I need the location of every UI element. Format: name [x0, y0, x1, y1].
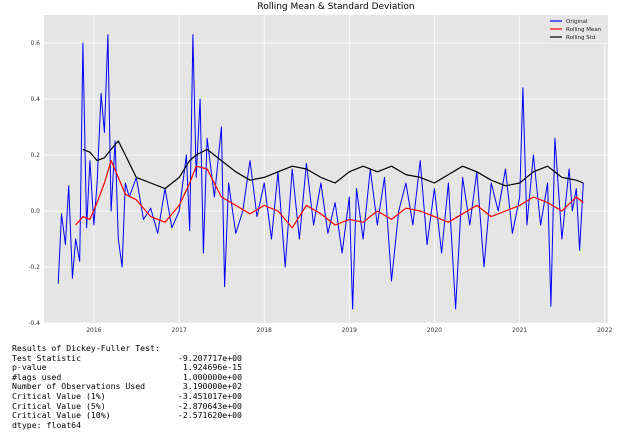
series-rolling-mean-line — [75, 160, 584, 229]
stat-row: Number of Observations Used 3.190000e+02 — [12, 382, 242, 392]
stat-label: Critical Value (1%) — [12, 390, 106, 401]
stat-label: Test Statistic — [12, 352, 82, 363]
stat-value: -2.571620e+00 — [177, 410, 242, 421]
stat-row: Critical Value (10%) -2.571620e+00 — [12, 411, 242, 421]
grid-lines — [44, 15, 608, 324]
chart-title: Rolling Mean & Standard Deviation — [257, 2, 414, 12]
plot-area — [44, 15, 608, 323]
y-tick-label: -0.4 — [28, 320, 40, 327]
y-tick-label: 0.6 — [30, 40, 40, 47]
legend-label: Rolling Mean — [566, 27, 602, 33]
series-layer — [57, 34, 584, 310]
series-rolling-std-line — [82, 140, 584, 190]
stat-value: 3.190000e+02 — [182, 381, 242, 392]
stat-value: -2.870643e+00 — [177, 400, 242, 411]
stats-header: Results of Dickey-Fuller Test: — [12, 343, 160, 353]
series-original-line — [57, 34, 584, 310]
y-tick-label: -0.2 — [28, 264, 40, 271]
y-tick-label: 0.2 — [30, 152, 40, 159]
stat-row: Critical Value (1%) -3.451017e+00 — [12, 390, 242, 402]
y-tick-label: 0.4 — [30, 96, 40, 103]
legend-label: Original — [566, 19, 588, 25]
legend: Original Rolling Mean Rolling Std — [546, 15, 608, 43]
stat-row: p-value 1.924696e-15 — [12, 363, 242, 373]
stat-value: -9.207717e+00 — [177, 352, 242, 363]
y-tick-label: 0.0 — [30, 208, 40, 215]
legend-label: Rolling Std — [566, 35, 595, 41]
stat-label: Number of Observations Used — [12, 381, 146, 392]
x-tick-label: 2020 — [427, 327, 442, 334]
rolling-stats-chart: Rolling Mean & Standard Deviation -0.4-0… — [28, 2, 612, 334]
x-tick-label: 2019 — [342, 327, 357, 334]
x-tick-label: 2017 — [172, 327, 187, 334]
x-tick-label: 2018 — [257, 327, 272, 334]
dickey-fuller-results: Results of Dickey-Fuller Test: Test Stati… — [12, 343, 242, 430]
stat-row: Test Statistic -9.207717e+00 — [12, 352, 242, 364]
stat-row: #lags used 1.000000e+00 — [12, 371, 242, 383]
stat-label: Critical Value (5%) — [12, 400, 106, 411]
stat-value: -3.451017e+00 — [177, 390, 242, 401]
tick-labels: -0.4 -0.2 0.0 0.2 0.4 0.6 2016 2017 2018 2019 2020… — [28, 40, 612, 334]
stat-label: #lags used — [12, 371, 62, 382]
stat-value: 1.924696e-15 — [182, 362, 242, 373]
stat-value: 1.000000e+00 — [182, 371, 242, 382]
x-tick-label: 2022 — [597, 327, 612, 334]
x-tick-label: 2016 — [86, 327, 101, 334]
stats-footer: dtype: float64 — [12, 419, 82, 430]
stat-label: p-value — [12, 362, 47, 373]
stat-label: Critical Value (10%) — [12, 410, 111, 421]
stat-row: Critical Value (5%) -2.870643e+00 — [12, 400, 242, 412]
stats-rows: Test Statistic -9.207717e+00 p-value 1.9246… — [12, 352, 242, 421]
x-tick-label: 2021 — [512, 327, 527, 334]
